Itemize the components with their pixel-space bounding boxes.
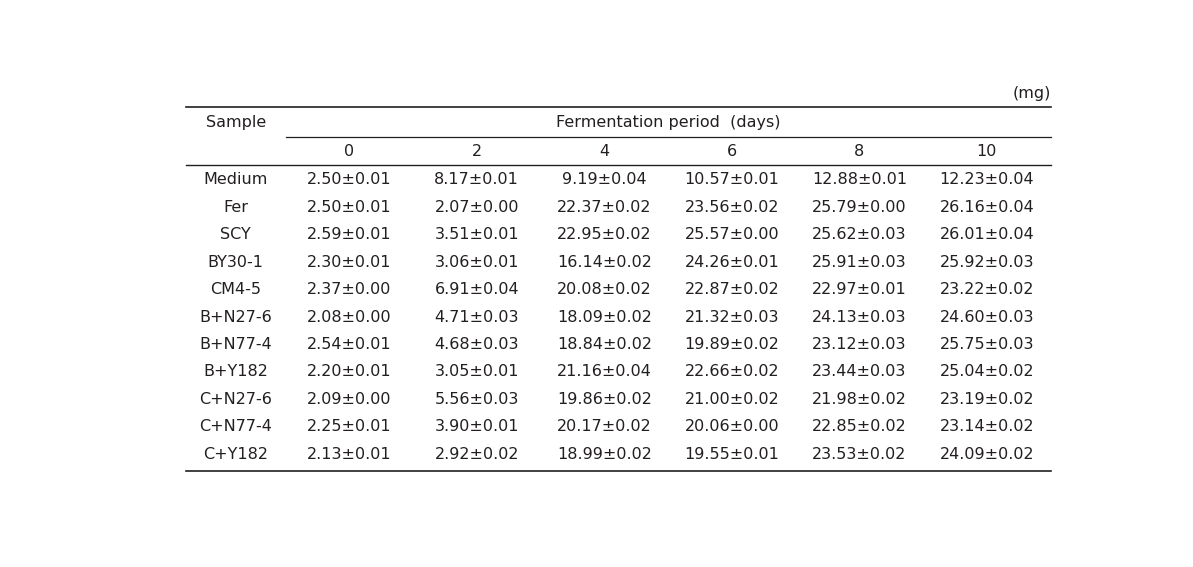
Text: 21.32±0.03: 21.32±0.03 bbox=[685, 310, 779, 324]
Text: 10.57±0.01: 10.57±0.01 bbox=[685, 172, 779, 188]
Text: 5.56±0.03: 5.56±0.03 bbox=[434, 392, 519, 407]
Text: 23.12±0.03: 23.12±0.03 bbox=[812, 337, 907, 352]
Text: 2.13±0.01: 2.13±0.01 bbox=[307, 447, 391, 462]
Text: 22.66±0.02: 22.66±0.02 bbox=[685, 365, 779, 379]
Text: Medium: Medium bbox=[204, 172, 268, 188]
Text: 23.53±0.02: 23.53±0.02 bbox=[812, 447, 907, 462]
Text: SCY: SCY bbox=[221, 227, 252, 242]
Text: 24.60±0.03: 24.60±0.03 bbox=[940, 310, 1034, 324]
Text: B+N27-6: B+N27-6 bbox=[199, 310, 272, 324]
Text: 6: 6 bbox=[727, 143, 737, 159]
Text: 6.91±0.04: 6.91±0.04 bbox=[434, 282, 519, 297]
Text: 25.75±0.03: 25.75±0.03 bbox=[940, 337, 1034, 352]
Text: 2.07±0.00: 2.07±0.00 bbox=[434, 200, 519, 215]
Text: 18.84±0.02: 18.84±0.02 bbox=[557, 337, 651, 352]
Text: Fer: Fer bbox=[223, 200, 248, 215]
Text: 20.08±0.02: 20.08±0.02 bbox=[557, 282, 651, 297]
Text: 24.13±0.03: 24.13±0.03 bbox=[812, 310, 907, 324]
Text: 3.51±0.01: 3.51±0.01 bbox=[434, 227, 519, 242]
Text: 8: 8 bbox=[854, 143, 865, 159]
Text: 2.50±0.01: 2.50±0.01 bbox=[307, 172, 391, 188]
Text: C+Y182: C+Y182 bbox=[203, 447, 268, 462]
Text: 3.06±0.01: 3.06±0.01 bbox=[434, 255, 519, 270]
Text: 12.88±0.01: 12.88±0.01 bbox=[811, 172, 907, 188]
Text: 2.59±0.01: 2.59±0.01 bbox=[307, 227, 391, 242]
Text: C+N77-4: C+N77-4 bbox=[199, 420, 272, 434]
Text: 19.89±0.02: 19.89±0.02 bbox=[685, 337, 779, 352]
Text: 8.17±0.01: 8.17±0.01 bbox=[434, 172, 519, 188]
Text: 2.20±0.01: 2.20±0.01 bbox=[307, 365, 391, 379]
Text: 2.92±0.02: 2.92±0.02 bbox=[434, 447, 519, 462]
Text: 2.37±0.00: 2.37±0.00 bbox=[307, 282, 391, 297]
Text: 0: 0 bbox=[345, 143, 354, 159]
Text: 25.57±0.00: 25.57±0.00 bbox=[685, 227, 779, 242]
Text: 19.86±0.02: 19.86±0.02 bbox=[557, 392, 651, 407]
Text: 23.19±0.02: 23.19±0.02 bbox=[940, 392, 1034, 407]
Text: 2.54±0.01: 2.54±0.01 bbox=[307, 337, 391, 352]
Text: 26.16±0.04: 26.16±0.04 bbox=[939, 200, 1034, 215]
Text: 18.99±0.02: 18.99±0.02 bbox=[557, 447, 651, 462]
Text: 23.14±0.02: 23.14±0.02 bbox=[940, 420, 1034, 434]
Text: 3.90±0.01: 3.90±0.01 bbox=[434, 420, 519, 434]
Text: Fermentation period  (days): Fermentation period (days) bbox=[556, 115, 780, 130]
Text: 19.55±0.01: 19.55±0.01 bbox=[685, 447, 779, 462]
Text: 21.16±0.04: 21.16±0.04 bbox=[557, 365, 651, 379]
Text: BY30-1: BY30-1 bbox=[208, 255, 264, 270]
Text: 21.00±0.02: 21.00±0.02 bbox=[685, 392, 779, 407]
Text: 25.91±0.03: 25.91±0.03 bbox=[812, 255, 907, 270]
Text: 2.08±0.00: 2.08±0.00 bbox=[307, 310, 391, 324]
Text: 2.50±0.01: 2.50±0.01 bbox=[307, 200, 391, 215]
Text: 12.23±0.04: 12.23±0.04 bbox=[940, 172, 1034, 188]
Text: 10: 10 bbox=[977, 143, 997, 159]
Text: (mg): (mg) bbox=[1012, 86, 1051, 101]
Text: 23.56±0.02: 23.56±0.02 bbox=[685, 200, 779, 215]
Text: 22.95±0.02: 22.95±0.02 bbox=[557, 227, 651, 242]
Text: 22.97±0.01: 22.97±0.01 bbox=[812, 282, 907, 297]
Text: 20.06±0.00: 20.06±0.00 bbox=[685, 420, 779, 434]
Text: C+N27-6: C+N27-6 bbox=[199, 392, 272, 407]
Text: 23.44±0.03: 23.44±0.03 bbox=[812, 365, 907, 379]
Text: 2.09±0.00: 2.09±0.00 bbox=[307, 392, 391, 407]
Text: 2.30±0.01: 2.30±0.01 bbox=[307, 255, 391, 270]
Text: 3.05±0.01: 3.05±0.01 bbox=[434, 365, 519, 379]
Text: 4.68±0.03: 4.68±0.03 bbox=[434, 337, 519, 352]
Text: Sample: Sample bbox=[205, 115, 266, 130]
Text: 25.92±0.03: 25.92±0.03 bbox=[940, 255, 1034, 270]
Text: 16.14±0.02: 16.14±0.02 bbox=[557, 255, 651, 270]
Text: 4.71±0.03: 4.71±0.03 bbox=[434, 310, 519, 324]
Text: 26.01±0.04: 26.01±0.04 bbox=[939, 227, 1034, 242]
Text: 18.09±0.02: 18.09±0.02 bbox=[557, 310, 651, 324]
Text: 22.85±0.02: 22.85±0.02 bbox=[812, 420, 907, 434]
Text: 20.17±0.02: 20.17±0.02 bbox=[557, 420, 651, 434]
Text: 4: 4 bbox=[599, 143, 610, 159]
Text: 23.22±0.02: 23.22±0.02 bbox=[940, 282, 1034, 297]
Text: 24.09±0.02: 24.09±0.02 bbox=[940, 447, 1034, 462]
Text: 2: 2 bbox=[471, 143, 482, 159]
Text: 25.79±0.00: 25.79±0.00 bbox=[812, 200, 907, 215]
Text: 25.62±0.03: 25.62±0.03 bbox=[812, 227, 907, 242]
Text: 21.98±0.02: 21.98±0.02 bbox=[812, 392, 907, 407]
Text: 22.37±0.02: 22.37±0.02 bbox=[557, 200, 651, 215]
Text: 22.87±0.02: 22.87±0.02 bbox=[685, 282, 779, 297]
Text: B+N77-4: B+N77-4 bbox=[199, 337, 272, 352]
Text: B+Y182: B+Y182 bbox=[203, 365, 268, 379]
Text: 2.25±0.01: 2.25±0.01 bbox=[307, 420, 391, 434]
Text: 9.19±0.04: 9.19±0.04 bbox=[562, 172, 647, 188]
Text: 25.04±0.02: 25.04±0.02 bbox=[940, 365, 1034, 379]
Text: 24.26±0.01: 24.26±0.01 bbox=[685, 255, 779, 270]
Text: CM4-5: CM4-5 bbox=[210, 282, 261, 297]
